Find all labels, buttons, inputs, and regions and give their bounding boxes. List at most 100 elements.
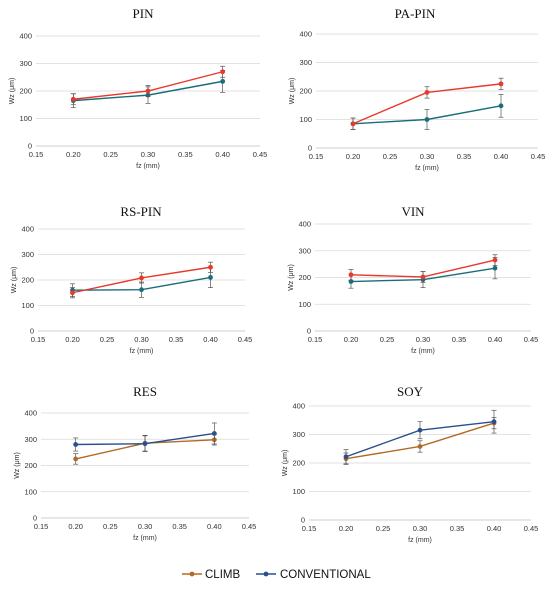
- data-point-climb: [492, 257, 498, 263]
- x-tick-label: 0.45: [238, 335, 253, 344]
- data-point-climb: [70, 96, 76, 102]
- x-axis-label: fz (mm): [408, 537, 432, 544]
- y-tick-label: 300: [298, 246, 311, 255]
- legend-conventional-marker: [263, 571, 269, 577]
- y-tick-label: 400: [298, 220, 311, 229]
- x-tick-label: 0.20: [68, 522, 83, 531]
- x-tick-label: 0.30: [416, 335, 431, 344]
- x-axis-label: fz (mm): [136, 163, 160, 170]
- chart-title: RES: [133, 384, 157, 399]
- y-tick-label: 100: [19, 114, 32, 123]
- x-tick-label: 0.45: [253, 150, 268, 159]
- data-point-conventional: [139, 287, 144, 293]
- y-tick-label: 0: [301, 516, 305, 525]
- data-point-conventional: [498, 103, 504, 109]
- y-tick-label: 300: [299, 58, 312, 67]
- x-tick-label: 0.25: [383, 152, 398, 161]
- x-tick-label: 0.30: [134, 335, 149, 344]
- data-point-conventional: [220, 78, 226, 84]
- y-tick-label: 100: [24, 487, 37, 496]
- chart-title: PIN: [133, 6, 155, 21]
- x-axis-label: fz (mm): [133, 535, 157, 542]
- legend-conventional-label: CONVENTIONAL: [280, 569, 371, 581]
- chart-title: SOY: [397, 384, 424, 399]
- x-tick-label: 0.35: [172, 522, 187, 531]
- x-tick-label: 0.45: [531, 152, 546, 161]
- chart-title: PA-PIN: [395, 6, 436, 21]
- x-tick-label: 0.40: [203, 335, 218, 344]
- x-tick-label: 0.40: [494, 152, 509, 161]
- data-point-conventional: [73, 442, 79, 447]
- chart-panel-soy: SOY 0 100 200 300 400 0.15 0.20 0.25 0.30 0.35 0.40…: [282, 384, 538, 544]
- data-point-climb: [70, 290, 75, 296]
- x-tick-label: 0.25: [376, 524, 391, 533]
- legend-climb-marker: [189, 571, 195, 577]
- data-point-conventional: [142, 441, 148, 447]
- y-tick-label: 200: [24, 461, 37, 470]
- x-tick-label: 0.25: [103, 522, 118, 531]
- y-tick-label: 100: [292, 487, 305, 496]
- chart-panel-vin: VIN 0 100 200 300 400 0.15 0.20 0.25 0.30 0.35 0.40…: [288, 204, 538, 355]
- x-tick-label: 0.30: [138, 522, 153, 531]
- data-point-climb: [350, 121, 356, 127]
- x-tick-label: 0.40: [488, 335, 503, 344]
- chart-panel-pa-pin: PA-PIN 0 100 200 300 400 0.15 0.20 0.25 0.30 0.35 0…: [289, 6, 545, 172]
- x-tick-label: 0.25: [100, 335, 115, 344]
- x-tick-label: 0.35: [452, 335, 467, 344]
- data-point-conventional: [492, 265, 498, 271]
- x-tick-label: 0.15: [309, 152, 324, 161]
- x-tick-label: 0.20: [65, 335, 80, 344]
- x-tick-label: 0.15: [31, 335, 46, 344]
- y-tick-label: 200: [21, 276, 34, 285]
- data-point-climb: [220, 69, 226, 75]
- x-axis-label: fz (mm): [415, 165, 439, 172]
- chart-title: RS-PIN: [120, 204, 162, 219]
- y-tick-label: 400: [19, 32, 32, 41]
- y-axis-label: Wz (μm): [282, 450, 289, 477]
- x-axis-label: fz (mm): [411, 348, 435, 355]
- data-point-climb: [424, 90, 430, 95]
- data-point-conventional: [211, 431, 217, 436]
- chart-panel-pin: PIN 0 100 200 300 400 0.15 0.20 0.25 0.30 0.35 0.40…: [9, 6, 267, 170]
- y-tick-label: 300: [24, 435, 37, 444]
- y-tick-label: 0: [307, 327, 311, 336]
- x-tick-label: 0.25: [103, 150, 118, 159]
- y-tick-label: 0: [28, 142, 32, 151]
- x-tick-label: 0.20: [344, 335, 359, 344]
- x-tick-label: 0.35: [457, 152, 472, 161]
- x-tick-label: 0.20: [346, 152, 361, 161]
- x-axis-label: fz (mm): [130, 348, 154, 355]
- x-tick-label: 0.35: [450, 524, 465, 533]
- x-tick-label: 0.30: [141, 150, 156, 159]
- data-point-climb: [420, 274, 426, 280]
- x-tick-label: 0.45: [524, 524, 539, 533]
- y-tick-label: 0: [30, 327, 34, 336]
- x-tick-label: 0.20: [66, 150, 81, 159]
- data-point-conventional: [491, 419, 497, 425]
- x-tick-label: 0.15: [308, 335, 323, 344]
- x-tick-label: 0.40: [215, 150, 230, 159]
- x-tick-label: 0.35: [169, 335, 184, 344]
- data-point-conventional: [417, 427, 423, 433]
- y-tick-label: 400: [299, 30, 312, 39]
- data-point-climb: [139, 275, 144, 281]
- y-tick-label: 0: [308, 144, 312, 153]
- data-point-climb: [208, 264, 213, 270]
- data-point-conventional: [343, 454, 349, 460]
- x-tick-label: 0.20: [339, 524, 354, 533]
- legend: CLIMB CONVENTIONAL: [182, 569, 371, 581]
- y-tick-label: 0: [33, 514, 37, 523]
- y-tick-label: 200: [298, 273, 311, 282]
- y-axis-label: Wz (μm): [9, 78, 16, 105]
- x-tick-label: 0.40: [487, 524, 502, 533]
- y-axis-label: Wz (μm): [11, 267, 18, 294]
- data-point-climb: [498, 81, 504, 87]
- y-tick-label: 100: [21, 301, 34, 310]
- y-tick-label: 100: [298, 300, 311, 309]
- y-axis-label: Wz (μm): [289, 78, 296, 105]
- y-tick-label: 200: [19, 87, 32, 96]
- y-tick-label: 400: [24, 409, 37, 418]
- data-point-conventional: [424, 117, 430, 122]
